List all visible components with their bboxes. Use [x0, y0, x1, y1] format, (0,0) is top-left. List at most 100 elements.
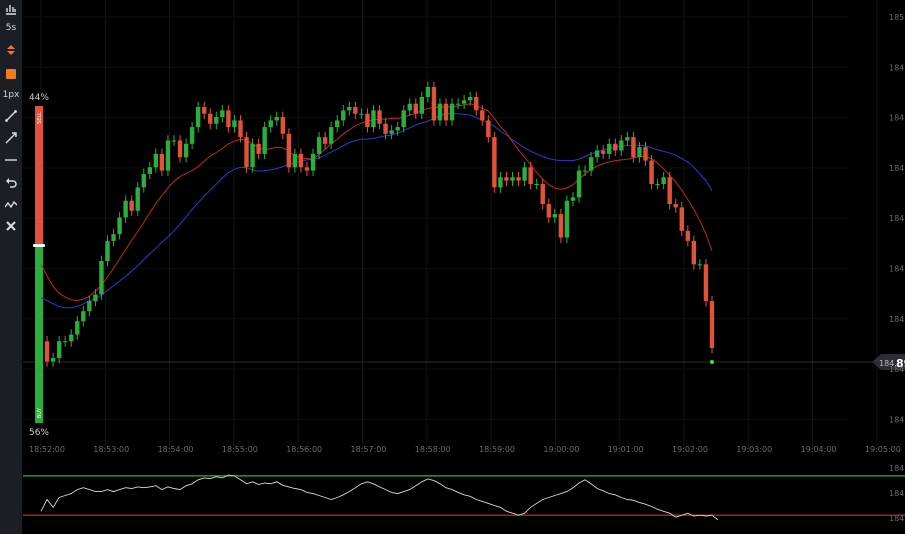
candle — [582, 165, 588, 176]
candle — [359, 108, 364, 120]
buy-percent: 56% — [29, 428, 49, 438]
candle — [607, 138, 612, 160]
candle — [679, 202, 684, 237]
time-tick: 18:53:00 — [93, 445, 129, 454]
candle — [304, 161, 310, 176]
candle — [220, 105, 225, 123]
candle — [353, 101, 358, 120]
ray-icon[interactable] — [0, 129, 22, 147]
price-chart[interactable]: 44% SELL BUY 56% 184.89 1851841841841841… — [23, 0, 905, 534]
line-width-button[interactable]: 1px — [0, 86, 22, 104]
candle — [637, 141, 642, 163]
time-tick: 19:04:00 — [801, 445, 837, 454]
color-swatch[interactable] — [0, 65, 22, 83]
close-icon[interactable] — [0, 217, 22, 235]
candle — [341, 105, 346, 126]
candle — [631, 131, 636, 163]
candle — [93, 289, 98, 307]
candle — [286, 128, 292, 173]
time-tick: 18:56:00 — [286, 445, 322, 454]
candle — [522, 161, 527, 186]
candle — [135, 181, 140, 217]
candle — [649, 155, 654, 190]
candle — [564, 195, 570, 243]
candle — [195, 101, 201, 133]
moving-averages — [40, 103, 713, 309]
candle — [697, 258, 703, 270]
candle — [431, 81, 437, 126]
candle — [534, 178, 539, 190]
time-tick: 18:59:00 — [479, 445, 515, 454]
candle — [335, 115, 340, 133]
candle — [38, 335, 44, 348]
candle — [50, 352, 56, 367]
candle — [377, 105, 382, 130]
ma-slow-line — [40, 113, 713, 309]
candle — [189, 121, 195, 150]
trader-sentiment-bar: 44% SELL BUY 56% — [29, 93, 49, 438]
time-tick: 18:52:00 — [29, 445, 65, 454]
candle — [310, 148, 316, 176]
current-price-suffix: 89 — [896, 357, 905, 370]
candle — [129, 195, 134, 217]
chart-type-icon[interactable] — [0, 0, 22, 18]
candle — [226, 105, 231, 133]
oscillator-tick: 184 — [889, 514, 904, 523]
oscillator-tick: 184 — [889, 464, 904, 473]
candle — [486, 115, 491, 143]
price-tick: 184 — [889, 265, 904, 274]
candle — [105, 235, 110, 267]
candle — [667, 171, 672, 210]
candle — [274, 111, 279, 126]
trendline-icon[interactable] — [0, 107, 22, 125]
candle — [298, 148, 304, 173]
candle — [613, 138, 618, 156]
candle — [691, 235, 697, 270]
candle — [256, 138, 261, 160]
candle — [250, 138, 255, 173]
candle — [709, 295, 715, 354]
time-tick: 18:55:00 — [222, 445, 258, 454]
candle — [588, 151, 594, 176]
candle — [643, 141, 648, 166]
candle — [141, 168, 146, 193]
timeframe-button[interactable]: 5s — [0, 19, 22, 37]
candle — [661, 171, 666, 190]
candle — [449, 98, 455, 126]
chart-style-icon[interactable] — [0, 41, 22, 59]
candle — [75, 315, 80, 340]
candle — [292, 148, 298, 173]
candle — [322, 131, 328, 150]
price-tick: 184 — [889, 415, 904, 424]
candle — [87, 295, 92, 317]
candle — [147, 161, 153, 180]
candle — [673, 198, 678, 213]
candle — [401, 105, 406, 133]
sell-label: SELL — [37, 112, 43, 124]
candle — [316, 131, 322, 160]
candle — [498, 171, 503, 193]
candle — [365, 108, 370, 133]
sentiment-divider — [33, 243, 45, 247]
indicators-icon[interactable] — [0, 196, 22, 214]
candle — [69, 329, 74, 347]
candle — [159, 148, 165, 176]
time-tick: 18:58:00 — [415, 445, 451, 454]
candle — [183, 138, 189, 163]
time-tick: 19:03:00 — [736, 445, 772, 454]
candle — [347, 101, 352, 116]
candle — [171, 135, 177, 146]
candle — [208, 108, 213, 130]
time-tick: 18:57:00 — [351, 445, 387, 454]
candle — [268, 115, 273, 133]
candle — [625, 131, 630, 146]
undo-icon[interactable] — [0, 174, 22, 192]
time-tick: 18:54:00 — [158, 445, 194, 454]
line-width-label: 1px — [2, 90, 20, 100]
time-axis: 18:52:00 18:53:00 18:54:00 18:55:00 18:56:00… — [29, 445, 901, 454]
candle — [619, 135, 624, 156]
candle — [232, 115, 237, 133]
candles — [38, 81, 715, 367]
horizontal-line-icon[interactable] — [0, 151, 22, 169]
candle — [516, 171, 521, 186]
